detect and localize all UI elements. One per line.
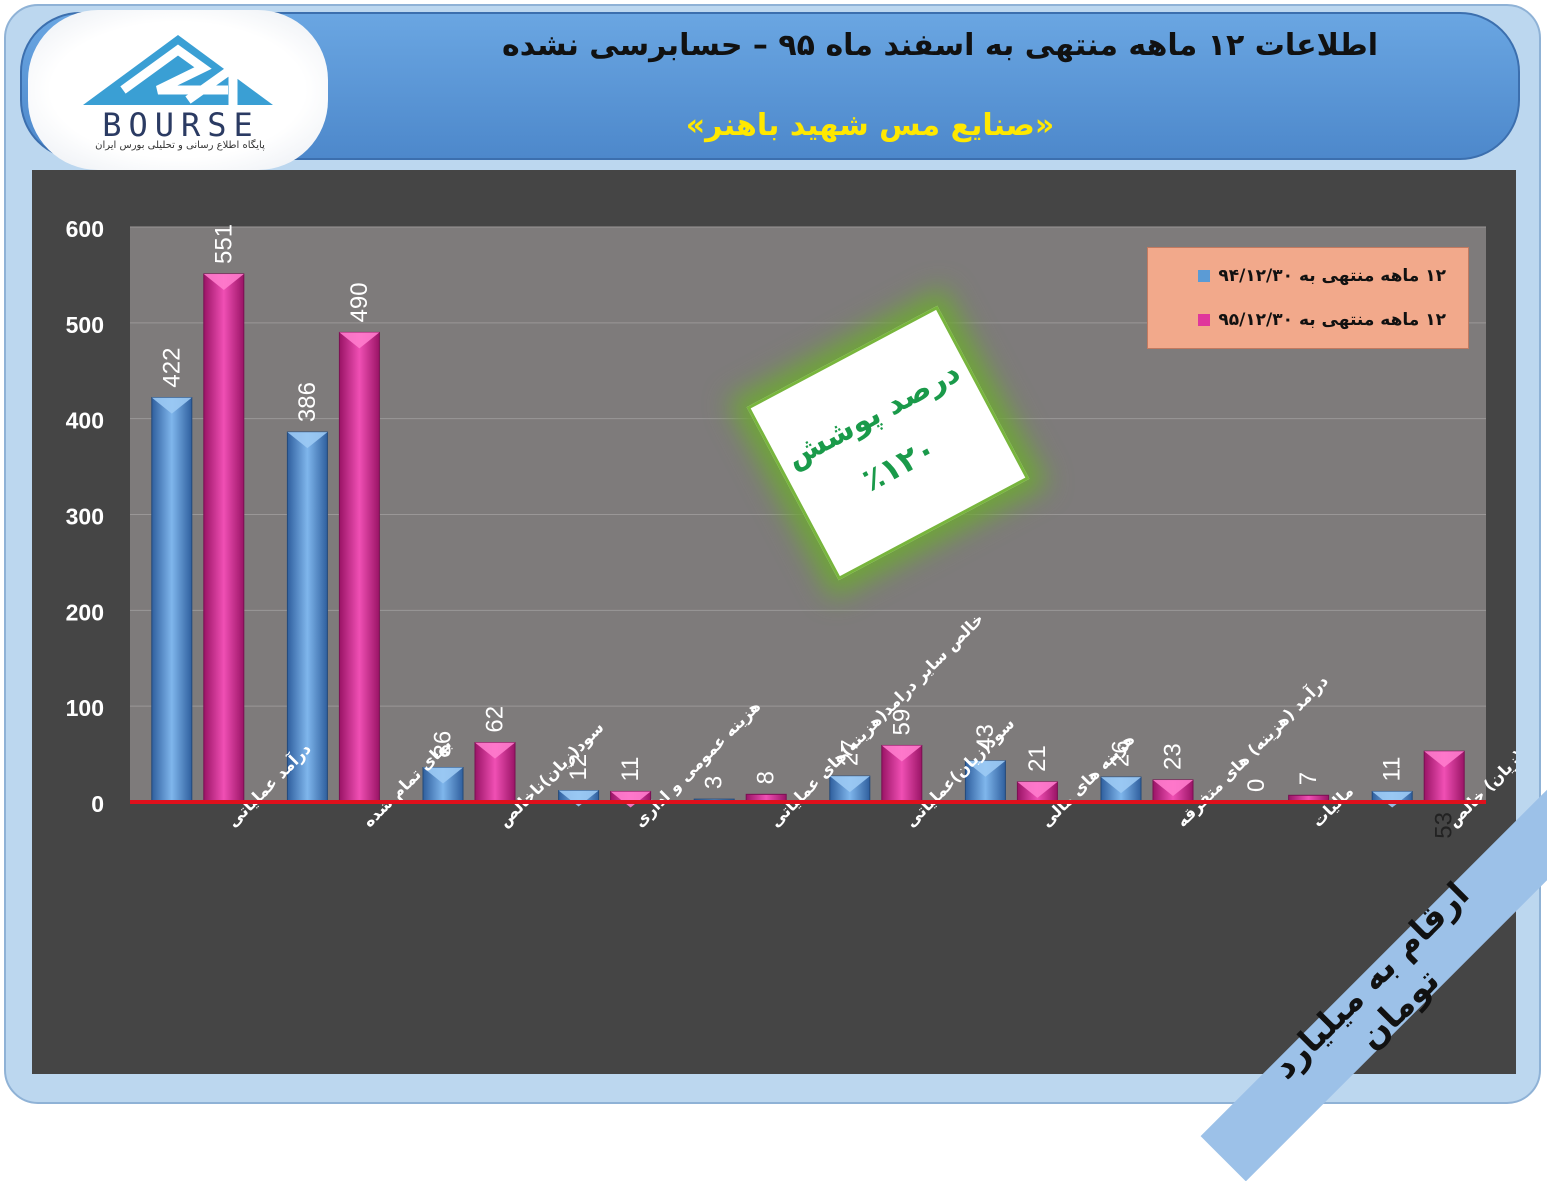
data-label: 27	[836, 739, 863, 766]
company-name: «صنایع مس شهید باهنر»	[685, 108, 1055, 143]
y-tick-label: 100	[66, 695, 104, 721]
data-label: 7	[1295, 772, 1322, 785]
legend: ۱۲ ماهه منتهی به ۹۴/۱۲/۳۰ ۱۲ ماهه منتهی …	[1147, 247, 1469, 349]
logo-tagline: پایگاه اطلاع رسانی و تحلیلی بورس ایران	[95, 140, 265, 151]
bar-series-1	[286, 431, 328, 803]
legend-label-series-2: ۱۲ ماهه منتهی به ۹۵/۱۲/۳۰	[1218, 310, 1446, 330]
data-label: 422	[158, 348, 185, 388]
y-tick-label: 400	[66, 408, 104, 434]
y-tick-label: 600	[66, 216, 104, 242]
data-label: 8	[753, 771, 780, 784]
bar-cap	[287, 432, 328, 449]
legend-swatch-blue-icon	[1198, 270, 1211, 282]
data-label: 62	[482, 706, 509, 733]
data-label: 386	[294, 382, 321, 422]
bar-cap	[1017, 781, 1058, 798]
bar-cap	[829, 776, 870, 793]
data-label: 21	[1024, 745, 1051, 772]
bar-cap	[475, 742, 515, 759]
bar-cap	[965, 760, 1006, 777]
bar-cap	[1424, 751, 1465, 768]
bar-cap	[423, 767, 463, 784]
chart-area: 0 100 200 300 400 500 600 422 551 386 490 36 62 12 11…	[32, 170, 1516, 1074]
data-label: 59	[888, 709, 915, 736]
bar-chart: 0 100 200 300 400 500 600 422 551 386 490 36 62 12 11…	[66, 216, 1516, 839]
data-label: 11	[1379, 757, 1406, 782]
bar-series-2	[338, 331, 380, 803]
data-label: 11	[617, 757, 644, 782]
y-tick-label: 300	[66, 504, 104, 530]
legend-item-series-2: ۱۲ ماهه منتهی به ۹۵/۱۲/۳۰	[1198, 310, 1446, 330]
bar-cap	[1101, 777, 1141, 794]
data-label: 43	[972, 724, 999, 751]
y-tick-label: 200	[66, 599, 104, 625]
y-tick-label: 500	[66, 312, 104, 338]
legend-swatch-pink-icon	[1198, 314, 1211, 326]
data-label: 490	[346, 282, 373, 322]
legend-item-series-1: ۱۲ ماهه منتهی به ۹۴/۱۲/۳۰	[1198, 266, 1446, 286]
data-label: 26	[1108, 740, 1135, 767]
bar-series-2	[203, 273, 245, 803]
bar-cap	[1372, 791, 1413, 808]
data-label: 12	[565, 754, 592, 781]
data-label: 3	[701, 776, 728, 789]
data-label: 23	[1160, 743, 1187, 770]
logo-mark-icon	[83, 35, 273, 105]
bar-cap	[1153, 779, 1193, 796]
bar-cap	[339, 332, 380, 349]
bar-cap	[881, 745, 922, 762]
legend-label-series-1: ۱۲ ماهه منتهی به ۹۴/۱۲/۳۰	[1218, 266, 1446, 286]
data-label: 36	[430, 731, 457, 758]
y-tick-label: 0	[91, 791, 104, 817]
bar-cap	[203, 273, 244, 290]
logo-word: BOURSE	[102, 106, 260, 144]
bar-cap	[610, 791, 651, 808]
page-title: اطلاعات ۱۲ ماهه منتهی به اسفند ماه ۹۵ – …	[502, 28, 1378, 63]
data-label: 53	[1431, 812, 1458, 839]
data-label: 0	[1243, 779, 1270, 792]
bar-cap	[151, 397, 192, 414]
data-label: 551	[210, 224, 237, 264]
logo	[28, 10, 328, 170]
bar-series-1	[151, 397, 193, 803]
bar-cap	[558, 790, 599, 807]
